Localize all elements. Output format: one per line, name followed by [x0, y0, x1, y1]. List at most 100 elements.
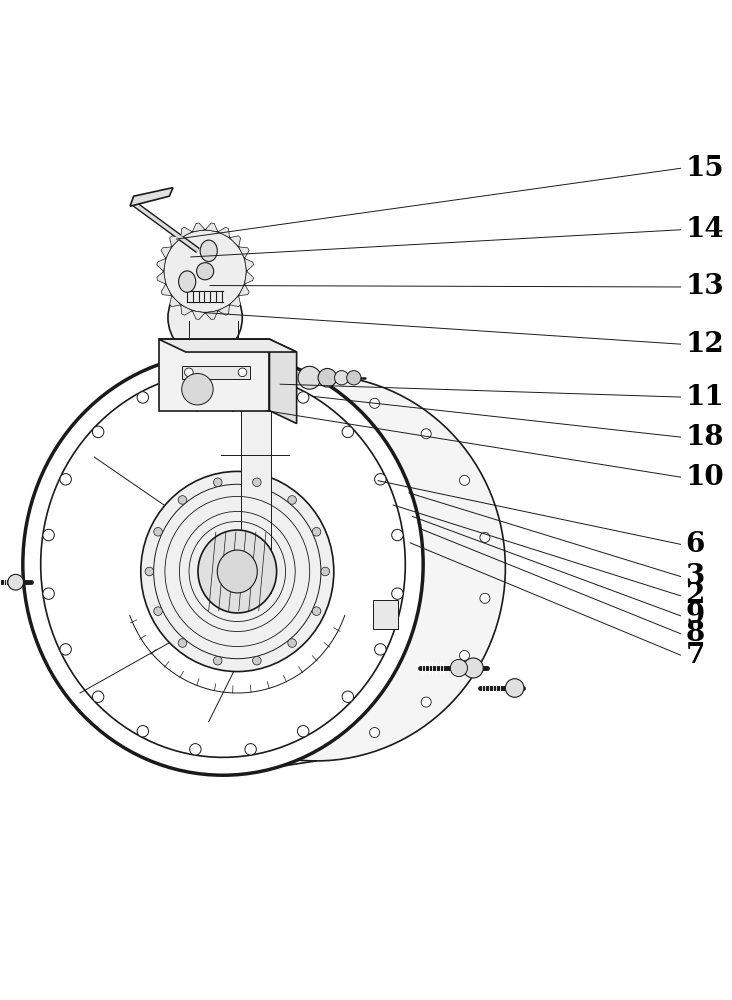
- Circle shape: [370, 727, 380, 737]
- Circle shape: [190, 744, 201, 755]
- Polygon shape: [230, 236, 241, 247]
- Text: 13: 13: [685, 273, 724, 300]
- Circle shape: [201, 429, 211, 439]
- Text: 18: 18: [685, 424, 724, 451]
- Circle shape: [288, 496, 296, 504]
- Polygon shape: [205, 223, 218, 232]
- Circle shape: [245, 374, 256, 385]
- Ellipse shape: [141, 471, 334, 672]
- Polygon shape: [182, 366, 250, 379]
- Polygon shape: [218, 305, 230, 315]
- Ellipse shape: [127, 375, 505, 761]
- Ellipse shape: [23, 353, 423, 775]
- Text: 2: 2: [685, 582, 705, 609]
- Circle shape: [342, 691, 354, 702]
- Ellipse shape: [200, 240, 217, 262]
- Circle shape: [163, 475, 172, 485]
- Polygon shape: [373, 600, 398, 629]
- Polygon shape: [159, 339, 269, 411]
- Circle shape: [137, 392, 149, 403]
- Ellipse shape: [198, 530, 277, 613]
- Ellipse shape: [182, 373, 213, 405]
- Circle shape: [297, 392, 309, 403]
- Polygon shape: [181, 227, 193, 238]
- Text: 3: 3: [685, 563, 705, 590]
- Circle shape: [154, 527, 163, 536]
- Polygon shape: [161, 284, 171, 296]
- Ellipse shape: [217, 550, 258, 593]
- Circle shape: [421, 429, 431, 439]
- Circle shape: [421, 697, 431, 707]
- Polygon shape: [239, 247, 249, 258]
- Ellipse shape: [298, 366, 321, 389]
- Text: 15: 15: [685, 155, 724, 182]
- Circle shape: [190, 374, 201, 385]
- Polygon shape: [205, 311, 218, 319]
- Text: 6: 6: [685, 531, 705, 558]
- Circle shape: [313, 607, 321, 615]
- Circle shape: [505, 679, 524, 697]
- Circle shape: [214, 478, 222, 487]
- Circle shape: [184, 368, 193, 377]
- Circle shape: [288, 639, 296, 647]
- Ellipse shape: [168, 279, 242, 357]
- Circle shape: [253, 478, 261, 487]
- Circle shape: [253, 727, 262, 737]
- Polygon shape: [170, 296, 181, 307]
- Circle shape: [392, 588, 403, 599]
- Circle shape: [214, 656, 222, 665]
- Circle shape: [154, 607, 163, 615]
- Polygon shape: [230, 296, 241, 307]
- Circle shape: [375, 644, 386, 655]
- Ellipse shape: [318, 368, 337, 387]
- Circle shape: [137, 726, 149, 737]
- Circle shape: [342, 426, 354, 438]
- Circle shape: [460, 650, 469, 660]
- Circle shape: [321, 567, 329, 576]
- Polygon shape: [190, 351, 211, 391]
- Polygon shape: [193, 223, 205, 232]
- Text: 12: 12: [685, 331, 724, 358]
- Circle shape: [8, 574, 23, 590]
- Polygon shape: [241, 382, 271, 593]
- Circle shape: [311, 388, 321, 398]
- Circle shape: [43, 588, 54, 599]
- Circle shape: [375, 474, 386, 485]
- Circle shape: [253, 398, 262, 408]
- Polygon shape: [239, 284, 249, 296]
- Circle shape: [253, 656, 261, 665]
- Circle shape: [311, 738, 321, 748]
- Polygon shape: [130, 188, 173, 206]
- Circle shape: [460, 475, 469, 485]
- Polygon shape: [161, 247, 171, 258]
- Ellipse shape: [199, 359, 214, 382]
- Ellipse shape: [179, 271, 195, 292]
- Polygon shape: [157, 258, 165, 271]
- Circle shape: [313, 527, 321, 536]
- Polygon shape: [218, 227, 230, 238]
- Ellipse shape: [335, 371, 349, 385]
- Polygon shape: [170, 236, 181, 247]
- Polygon shape: [157, 271, 165, 284]
- Circle shape: [392, 529, 403, 541]
- Text: 9: 9: [685, 602, 705, 629]
- Circle shape: [92, 691, 104, 702]
- Polygon shape: [269, 339, 296, 424]
- Circle shape: [142, 593, 152, 603]
- Circle shape: [370, 398, 380, 408]
- Text: 7: 7: [685, 642, 705, 669]
- Circle shape: [480, 593, 490, 603]
- Circle shape: [142, 532, 152, 543]
- Circle shape: [463, 658, 483, 678]
- Polygon shape: [244, 258, 253, 271]
- Circle shape: [92, 426, 104, 438]
- Circle shape: [197, 263, 214, 280]
- Polygon shape: [159, 339, 296, 352]
- Circle shape: [450, 659, 468, 677]
- Circle shape: [43, 529, 54, 541]
- Circle shape: [60, 644, 72, 655]
- Text: 14: 14: [685, 216, 724, 243]
- Ellipse shape: [164, 230, 247, 313]
- Circle shape: [201, 697, 211, 707]
- Circle shape: [178, 639, 187, 647]
